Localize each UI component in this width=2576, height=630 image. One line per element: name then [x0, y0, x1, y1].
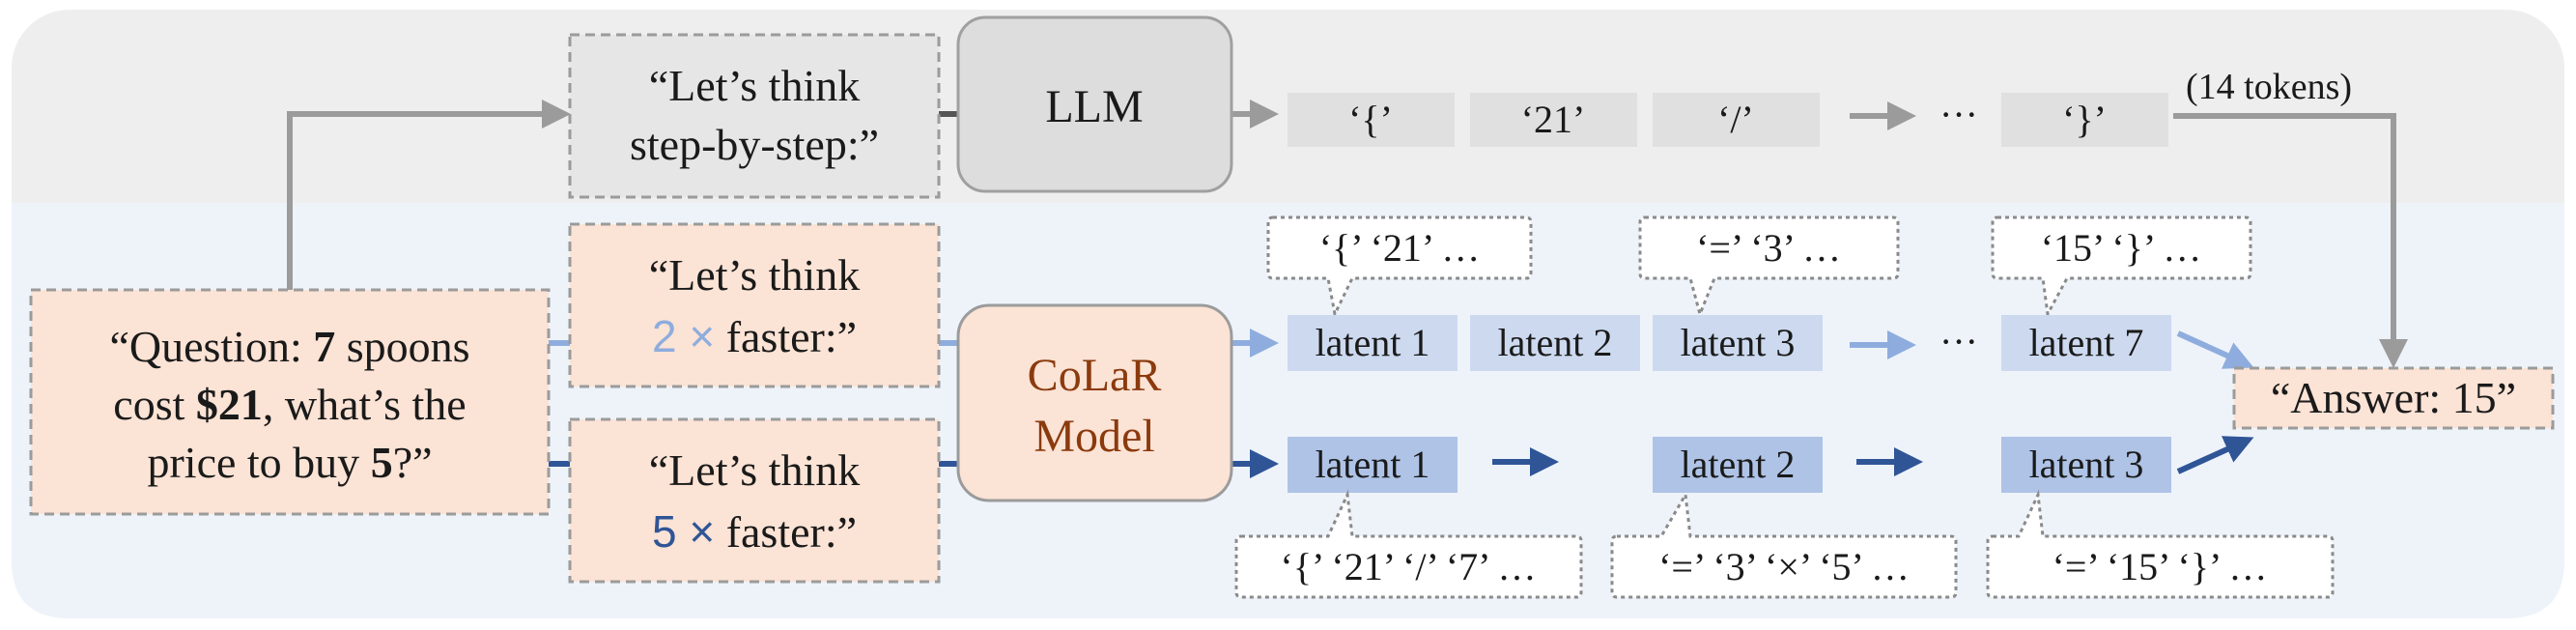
bubble-text: ‘=’ ‘3’ ‘×’ ‘5’ … — [1658, 545, 1910, 588]
prompt-step-by-step: “Let’s think step-by-step:” — [568, 33, 941, 199]
bubble-5x-1: ‘{’ ‘21’ ‘/’ ‘7’ … — [1234, 489, 1583, 599]
token-ellipsis: ··· — [1939, 93, 1978, 136]
bubble-text: ‘{’ ‘21’ ‘/’ ‘7’ … — [1281, 545, 1537, 588]
question-line2-suffix: , what’s the — [263, 380, 467, 429]
token-item: ‘}’ — [2062, 98, 2107, 141]
latent-2x-ellipsis: ··· — [1939, 320, 1978, 363]
colar-line2: Model — [1033, 411, 1154, 462]
svg-text:price to buy 5?”: price to buy 5?” — [147, 438, 432, 487]
token-item: ‘{’ — [1348, 98, 1393, 141]
svg-text:“Question: 7 spoons: “Question: 7 spoons — [109, 322, 469, 371]
llm-label: LLM — [1045, 81, 1143, 132]
answer-label: “Answer: 15” — [2271, 373, 2516, 422]
svg-text:2 × faster:”: 2 × faster:” — [652, 311, 857, 361]
prompt-5x-suffix: faster:” — [715, 507, 857, 557]
llm-block: LLM — [956, 15, 1233, 193]
question-line1-bold: 7 — [313, 322, 335, 371]
svg-text:5 × faster:”: 5 × faster:” — [652, 506, 857, 557]
bubble-2x-3: ‘15’ ‘}’ … — [1991, 215, 2252, 319]
latent-row-5x: latent 1 latent 2 latent 3 ‘{’ ‘21’ ‘/’ … — [1234, 437, 2335, 599]
prompt-5x-line1: “Let’s think — [649, 445, 860, 495]
latent-2x-label: latent 3 — [1681, 321, 1796, 364]
prompt-5x-factor: 5 × — [652, 506, 715, 557]
latent-2x-label: latent 7 — [2029, 321, 2144, 364]
svg-text:cost $21, what’s the: cost $21, what’s the — [113, 380, 466, 429]
prompt-top-line1: “Let’s think — [649, 61, 860, 110]
arrow-tokens-to-answer — [2173, 113, 2408, 368]
prompt-top-line2: step-by-step:” — [630, 120, 879, 169]
prompt-2x-factor: 2 × — [652, 311, 715, 361]
prompt-2x-faster: “Let’s think 2 × faster:” — [568, 222, 941, 388]
latent-row-2x: ‘{’ ‘21’ … ‘=’ ‘3’ … ‘15’ ‘}’ … latent 1… — [1266, 215, 2252, 371]
bubble-text: ‘=’ ‘3’ … — [1696, 226, 1841, 270]
token-item: ‘21’ — [1521, 98, 1586, 141]
arrow-2x-to-answer — [2176, 330, 2254, 369]
bubble-2x-2: ‘=’ ‘3’ … — [1638, 215, 1900, 319]
token-count-label: (14 tokens) — [2186, 67, 2352, 107]
prompt-2x-suffix: faster:” — [715, 312, 857, 361]
colar-line1: CoLaR — [1028, 350, 1162, 401]
question-box: “Question: 7 spoons cost $21, what’s the… — [29, 288, 551, 516]
bubble-2x-1: ‘{’ ‘21’ … — [1266, 215, 1533, 319]
bubble-5x-3: ‘=’ ‘15’ ‘}’ … — [1986, 489, 2335, 599]
arrow-5x-to-answer — [2176, 436, 2254, 474]
latent-5x-label: latent 1 — [1316, 443, 1430, 486]
token-row: ‘{’ ‘21’ ‘/’ ··· ‘}’ (14 tokens) — [1288, 67, 2352, 147]
bubble-5x-2: ‘=’ ‘3’ ‘×’ ‘5’ … — [1610, 490, 1958, 599]
latent-2x-label: latent 1 — [1316, 321, 1430, 364]
question-line2-prefix: cost — [113, 380, 196, 429]
bubble-text: ‘=’ ‘15’ ‘}’ … — [2052, 545, 2268, 588]
arrow-question-to-llm-prompt — [287, 100, 571, 290]
latent-5x-label: latent 3 — [2029, 443, 2144, 486]
colar-model-block: CoLaR Model — [956, 303, 1233, 502]
prompt-2x-line1: “Let’s think — [649, 250, 860, 300]
latent-5x-label: latent 2 — [1681, 443, 1796, 486]
bubble-text: ‘15’ ‘}’ … — [2041, 226, 2202, 270]
question-line1-prefix: “Question: — [109, 322, 313, 371]
prompt-5x-faster: “Let’s think 5 × faster:” — [568, 417, 941, 584]
question-line2-bold: $21 — [196, 380, 263, 429]
question-line3-bold: 5 — [371, 438, 393, 487]
answer-box: “Answer: 15” — [2232, 366, 2555, 430]
bubble-text: ‘{’ ‘21’ … — [1319, 226, 1481, 270]
question-line3-suffix: ?” — [393, 438, 433, 487]
question-line3-prefix: price to buy — [147, 438, 370, 487]
question-line1-suffix: spoons — [335, 322, 469, 371]
token-item: ‘/’ — [1717, 98, 1754, 141]
latent-2x-label: latent 2 — [1498, 321, 1613, 364]
